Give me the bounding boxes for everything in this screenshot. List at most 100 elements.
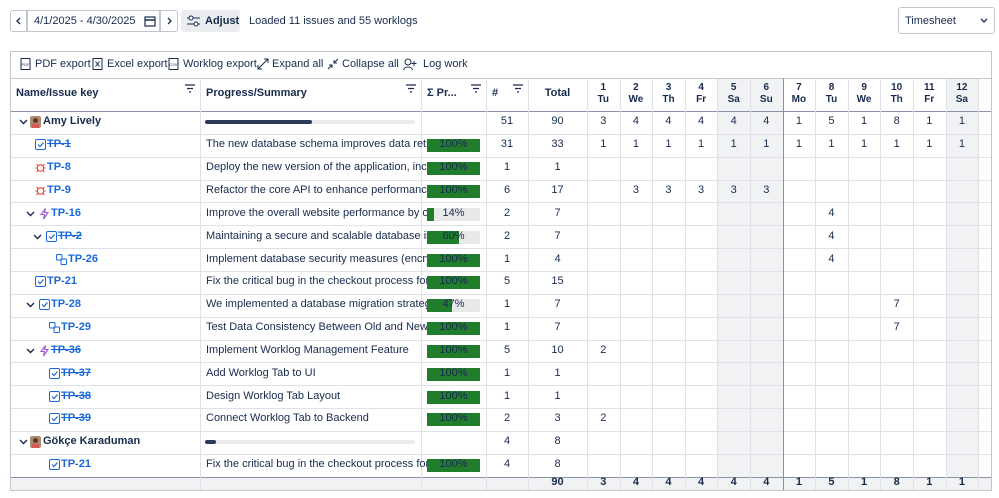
day-of-week: We [628,94,644,105]
day-hours: 4 [828,252,835,265]
day-of-week: We [856,94,872,105]
progress-bar [427,299,452,313]
grid-line [619,78,621,490]
day-hours: 7 [893,298,900,311]
task-icon [49,367,60,379]
total-hours: 17 [551,183,564,196]
day-hours: 1 [893,138,900,151]
day-hours: 4 [828,206,835,219]
day-number: 12 [956,82,968,93]
grid-line [717,78,719,490]
issue-key[interactable]: TP-1 [47,138,71,151]
grid-line [587,78,588,490]
adjust-button[interactable]: Adjust [181,10,240,32]
day-hours: 4 [828,229,835,242]
issue-key[interactable]: TP-16 [51,206,81,219]
expand-chevron [33,234,42,240]
issue-key[interactable]: TP-21 [47,275,77,288]
footer-day-total: 4 [632,476,639,489]
issue-key[interactable]: TP-9 [47,183,71,196]
expand-chevron [26,211,35,217]
progress-bar [427,344,480,358]
progress-bar [427,459,480,473]
issue-key[interactable]: TP-28 [51,298,81,311]
day-hours: 4 [665,115,672,128]
grid-line [880,78,882,490]
progress-label: 100% [439,183,468,196]
day-hours: 4 [632,115,639,128]
issue-key[interactable]: TP-36 [51,343,81,356]
day-of-week: Fr [924,94,935,105]
subtask-icon [49,322,60,334]
grid-line [815,78,817,490]
issue-key[interactable]: TP-8 [47,161,71,174]
task-icon [49,459,60,471]
progress-label: 100% [439,412,468,425]
date-range: 4/1/2025 - 4/30/2025 [34,15,136,27]
progress-bar [427,413,480,427]
grid-line [11,133,991,135]
day-hours: 1 [763,138,770,151]
progress-bar [427,322,480,336]
issue-key[interactable]: TP-26 [68,252,98,265]
footer-day-total: 8 [893,476,900,489]
day-hours: 3 [600,115,607,128]
grid-line [750,78,751,490]
prev-button[interactable] [10,10,27,32]
next-button[interactable] [160,10,178,32]
issue-summary: Fix the critical bug in the checkout pro… [206,275,442,288]
day-of-week: Su [759,94,773,105]
svg-text:PDF: PDF [22,62,31,67]
issue-key[interactable]: TP-38 [61,389,91,402]
status-text: Loaded 11 issues and 55 worklogs [249,15,418,27]
day-hours: 7 [893,321,900,334]
footer-day-total: 1 [926,476,933,489]
action-label: Excel export [107,58,168,70]
user-name: Gökçe Karaduman [43,435,141,448]
day-hours: 1 [795,138,802,151]
day-of-week: Tu [597,94,610,105]
issue-key[interactable]: TP-2 [58,229,82,242]
action-icon [92,58,103,70]
grid-line [11,248,991,250]
grid-line [11,430,991,432]
total-hours: 8 [554,458,561,471]
issue-key[interactable]: TP-39 [61,412,91,425]
grid-line [847,78,849,490]
day-of-week: Sa [727,94,740,105]
progress-label: 100% [439,366,468,379]
worklog-count: 1 [503,389,511,402]
progress-bar [427,207,435,221]
view-select[interactable]: Timesheet [898,7,995,34]
weekend-column [945,78,979,477]
date-range-input[interactable]: 4/1/2025 - 4/30/2025 [27,10,160,32]
task-icon [35,276,46,288]
progress-label: 100% [439,458,468,471]
worklog-count: 6 [503,183,511,196]
calendar-icon [144,16,156,27]
action-label: Expand all [272,58,324,70]
day-hours: 8 [893,115,900,128]
weekend-column [750,78,783,477]
issue-key[interactable]: TP-21 [61,458,91,471]
action-label: Collapse all [342,58,399,70]
issue-key[interactable]: TP-37 [61,366,91,379]
filter-icon [185,84,195,93]
worklog-count: 51 [500,115,514,128]
day-hours: 1 [698,138,705,151]
filter-icon [513,84,523,93]
worklog-count: 1 [503,321,511,334]
chevron-left-icon [16,17,21,25]
issue-summary: We implemented a database migration stra… [206,298,449,311]
progress-bar [427,230,459,244]
issue-summary: Refactor the core API to enhance perform… [206,183,449,196]
grid-line [11,476,991,478]
issue-key[interactable]: TP-29 [61,321,91,334]
total-hours: 15 [551,275,564,288]
worklog-count: 1 [503,161,511,174]
worklog-count: 4 [503,435,511,448]
footer-day-total: 3 [600,476,607,489]
day-hours: 4 [730,115,737,128]
